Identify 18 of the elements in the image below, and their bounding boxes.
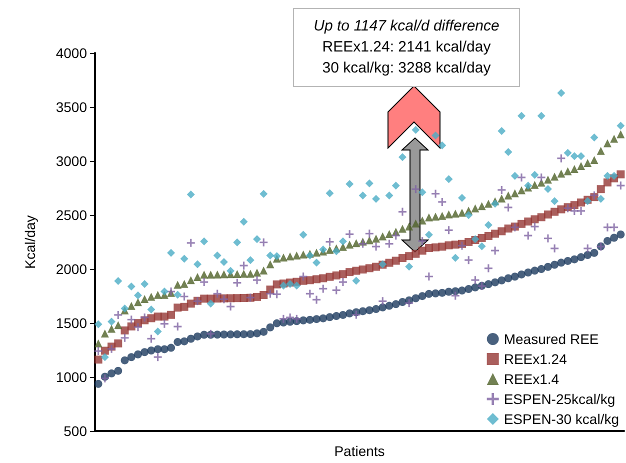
legend-label: Measured REE	[504, 331, 599, 347]
legend-label: ESPEN-30 kcal/kg	[504, 411, 620, 427]
y-tick-label: 4000	[56, 45, 88, 61]
y-tick-label: 2000	[56, 261, 88, 278]
legend-label: REEx1.24	[504, 351, 568, 367]
y-tick-label: 3000	[56, 153, 88, 170]
y-tick-label: 3500	[56, 99, 88, 116]
y-axis-title: Kcal/day	[22, 215, 38, 269]
text: Up to 1147 kcal/d difference	[314, 18, 500, 34]
x-axis-title: Patients	[334, 443, 385, 459]
y-tick-label: 500	[64, 423, 88, 440]
annotation: REEx1.24: 2141 kcal/day	[322, 38, 492, 56]
y-tick-label: 1000	[56, 369, 88, 386]
legend-label: ESPEN-25kcal/kg	[504, 391, 616, 407]
annotation: 30 kcal/kg: 3288 kcal/day	[322, 60, 492, 76]
y-tick-label: 2500	[56, 207, 88, 224]
legend-label: REEx1.4	[504, 371, 560, 387]
y-tick-label: 1500	[56, 315, 88, 332]
